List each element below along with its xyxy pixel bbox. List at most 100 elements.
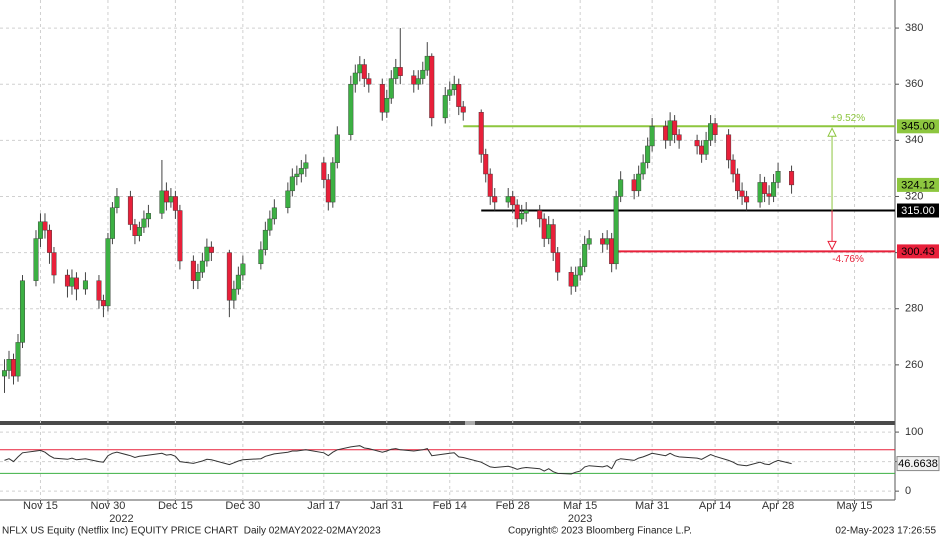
- candle-body: [523, 210, 529, 214]
- y-tick-label: 260: [905, 359, 923, 371]
- level-label-box: [897, 119, 939, 134]
- candle-body: [145, 213, 151, 220]
- candle-body: [298, 168, 304, 175]
- candle-body: [726, 134, 732, 161]
- candle-body: [550, 224, 556, 253]
- candle-body: [573, 274, 579, 287]
- candle-body: [442, 95, 448, 119]
- candle-body: [325, 179, 331, 203]
- candle-body: [240, 263, 246, 276]
- candle-body: [6, 359, 12, 371]
- y-tick-label: 280: [905, 303, 923, 315]
- candle-body: [676, 134, 682, 141]
- candle-body: [757, 182, 763, 203]
- candle-body: [667, 120, 673, 141]
- candle-body: [631, 179, 637, 192]
- candle-body: [514, 204, 520, 220]
- candle-body: [204, 246, 210, 262]
- x-tick-label: Nov 15: [23, 500, 58, 512]
- candle-body: [334, 134, 340, 163]
- y-tick-label: 380: [905, 22, 923, 34]
- candle-body: [69, 277, 75, 287]
- level-label: 345.00: [901, 121, 935, 133]
- footer-center: Copyright© 2023 Bloomberg Finance L.P.: [508, 526, 692, 537]
- candle-body: [51, 252, 57, 276]
- candle-body: [609, 238, 615, 265]
- candle-body: [10, 359, 16, 377]
- candle-body: [600, 238, 606, 245]
- level-label-box: [897, 203, 939, 218]
- candle-body: [420, 69, 426, 79]
- candle-body: [348, 83, 354, 135]
- level-label: 315.00: [901, 205, 935, 217]
- candle-body: [762, 182, 768, 194]
- candle-body: [136, 227, 142, 236]
- candle-body: [730, 159, 736, 175]
- candle-body: [789, 171, 795, 186]
- candle-body: [487, 173, 493, 197]
- candle-body: [492, 196, 498, 203]
- candle-body: [285, 190, 291, 208]
- candle-body: [393, 67, 399, 79]
- measure-arrow: [827, 127, 837, 137]
- change-label: -4.76%: [832, 254, 864, 265]
- candle-body: [555, 252, 561, 273]
- candle-body: [357, 64, 363, 74]
- candle-body: [703, 140, 709, 155]
- candle-body: [451, 83, 457, 91]
- panel-separator: [0, 421, 895, 425]
- x-tick-label: Jan 31: [370, 500, 403, 512]
- footer-right: 02-May-2023 17:26:55: [835, 526, 936, 537]
- candle-body: [379, 83, 385, 113]
- change-label: +9.52%: [831, 113, 865, 124]
- candle-body: [172, 196, 178, 211]
- candle-body: [82, 280, 88, 290]
- candle-body: [541, 218, 547, 239]
- candle-body: [15, 342, 21, 377]
- x-tick-label: May 15: [836, 500, 872, 512]
- candle-body: [330, 162, 336, 203]
- y-tick-label: 320: [905, 190, 923, 202]
- candle-body: [645, 145, 651, 163]
- candle-body: [114, 196, 120, 208]
- candle-body: [42, 221, 48, 231]
- candle-body: [739, 190, 745, 197]
- x-tick-label: Feb 28: [496, 500, 530, 512]
- candle-body: [456, 83, 462, 107]
- separator-handle: [465, 421, 475, 425]
- candle-body: [231, 288, 237, 301]
- candle-body: [64, 274, 70, 287]
- candle-body: [141, 218, 147, 228]
- last-price-label: 324.12: [901, 179, 935, 191]
- x-tick-label: Mar 31: [635, 500, 669, 512]
- candle-body: [712, 123, 718, 135]
- candle-body: [208, 246, 214, 253]
- candle-body: [366, 78, 372, 85]
- candle-body: [640, 162, 646, 175]
- candle-body: [384, 98, 390, 113]
- candle-body: [195, 272, 201, 281]
- candle-body: [33, 238, 39, 281]
- candle-body: [37, 221, 43, 239]
- candle-body: [235, 274, 241, 290]
- candle-body: [447, 89, 453, 96]
- candle-body: [424, 55, 430, 71]
- candle-body: [159, 190, 165, 214]
- year-label: 2023: [568, 513, 592, 525]
- candle-body: [735, 173, 741, 192]
- candle-body: [199, 260, 205, 273]
- candle-body: [510, 196, 516, 206]
- candle-body: [537, 210, 543, 220]
- last-price-label-box: [897, 177, 939, 192]
- x-tick-label: Dec 15: [158, 500, 193, 512]
- year-label: 2022: [109, 513, 133, 525]
- candle-body: [636, 173, 642, 192]
- candle-body: [267, 218, 273, 231]
- candle-body: [613, 196, 619, 265]
- candle-body: [411, 75, 417, 85]
- x-tick-label: Nov 30: [91, 500, 126, 512]
- candle-body: [663, 126, 669, 141]
- y-tick-label: 100: [905, 426, 923, 438]
